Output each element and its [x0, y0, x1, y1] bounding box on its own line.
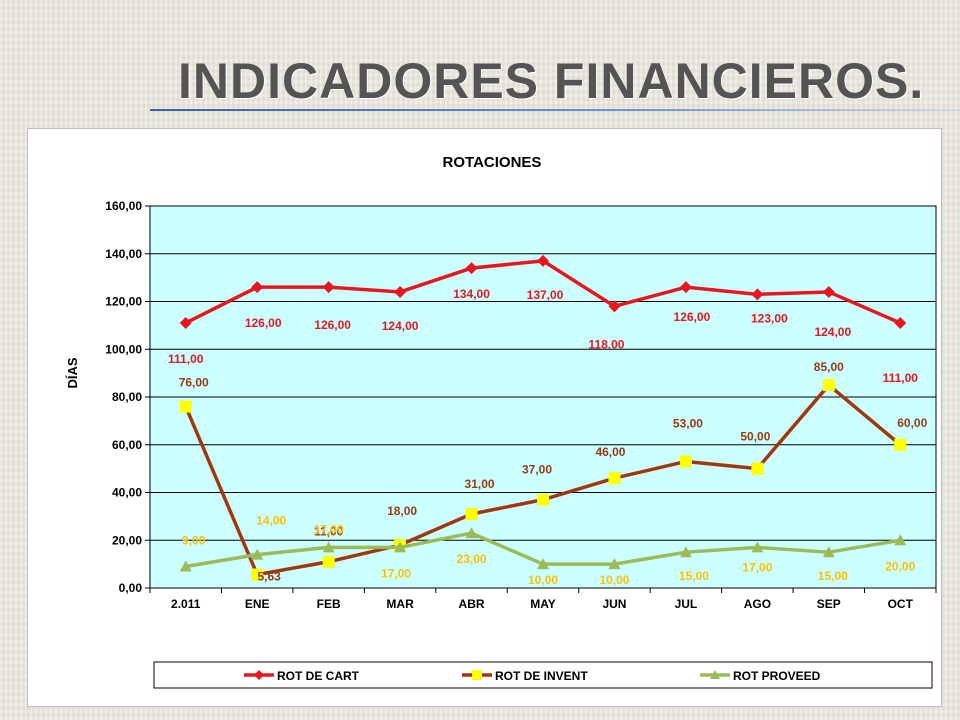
data-label: 123,00: [751, 311, 788, 325]
data-label: 85,00: [814, 360, 844, 374]
data-label: 126,00: [674, 310, 711, 324]
data-label: 126,00: [245, 316, 282, 330]
data-label: 31,00: [465, 477, 495, 491]
y-tick-label: 120,00: [105, 295, 142, 309]
data-label: 18,00: [387, 504, 417, 518]
data-label: 17,00: [314, 522, 344, 536]
data-point: [608, 472, 621, 485]
data-point: [822, 546, 835, 558]
data-point: [465, 527, 478, 539]
data-label: 5,63: [258, 570, 282, 584]
data-point: [394, 285, 407, 298]
data-label: 10,00: [528, 573, 558, 587]
x-tick-label: FEB: [317, 597, 341, 611]
data-point: [751, 288, 764, 301]
x-tick-label: ABR: [459, 597, 485, 611]
title-divider: [150, 109, 960, 111]
data-point: [322, 541, 335, 553]
data-point: [537, 254, 549, 267]
data-point: [608, 558, 621, 570]
data-point: [179, 560, 192, 572]
y-tick-label: 140,00: [105, 247, 142, 261]
y-tick-label: 60,00: [112, 438, 142, 452]
data-point: [251, 548, 264, 560]
legend-marker: [254, 670, 264, 680]
data-label: 111,00: [883, 371, 919, 385]
data-label: 23,00: [457, 552, 487, 566]
data-point: [322, 555, 335, 568]
data-label: 124,00: [814, 325, 851, 339]
data-point: [894, 534, 907, 546]
data-point: [179, 400, 192, 413]
legend-label: ROT DE CART: [277, 669, 360, 683]
legend-label: ROT PROVEED: [733, 669, 821, 683]
data-label: 60,00: [897, 416, 927, 430]
data-point: [894, 438, 907, 451]
y-tick-label: 40,00: [112, 486, 142, 500]
data-label: 118,00: [588, 337, 624, 351]
data-label: 46,00: [595, 445, 625, 459]
data-point: [537, 558, 549, 570]
x-tick-label: AGO: [744, 597, 771, 611]
data-label: 76,00: [179, 376, 209, 390]
data-label: 20,00: [885, 559, 915, 573]
legend-label: ROT DE INVENT: [495, 669, 588, 683]
data-label: 9,00: [182, 534, 206, 548]
data-point: [394, 541, 407, 553]
data-point: [679, 281, 692, 294]
legend: [153, 661, 933, 689]
y-axis-label: DÍAS: [65, 357, 80, 388]
data-label: 126,00: [314, 318, 351, 332]
data-label: 124,00: [382, 319, 419, 333]
data-point: [465, 507, 478, 520]
chart-title: ROTACIONES: [443, 154, 542, 171]
data-point: [679, 455, 692, 468]
data-label: 10,00: [599, 573, 629, 587]
data-point: [251, 568, 264, 581]
data-point: [465, 262, 478, 275]
data-point: [822, 285, 835, 298]
x-tick-label: ENE: [245, 597, 270, 611]
data-label: 111,00: [168, 352, 204, 366]
x-tick-label: MAR: [386, 597, 414, 611]
slide-title: INDICADORES FINANCIEROS.: [178, 53, 925, 109]
legend-marker: [472, 670, 482, 680]
data-point: [322, 281, 335, 294]
data-point: [751, 462, 764, 475]
y-tick-label: 100,00: [105, 342, 142, 356]
y-tick-label: 0,00: [119, 581, 143, 595]
data-point: [679, 546, 692, 558]
x-tick-label: SEP: [817, 597, 841, 611]
data-label: 137,00: [527, 288, 564, 302]
data-label: 14,00: [256, 514, 286, 528]
y-tick-label: 20,00: [112, 533, 142, 547]
data-label: 50,00: [740, 430, 770, 444]
x-tick-label: MAY: [530, 597, 556, 611]
x-tick-label: JUL: [675, 597, 698, 611]
data-label: 53,00: [673, 416, 703, 430]
y-tick-label: 80,00: [112, 390, 142, 404]
data-label: 11,00: [314, 525, 344, 539]
x-tick-label: JUN: [602, 597, 626, 611]
data-point: [608, 300, 621, 313]
x-tick-label: OCT: [888, 597, 914, 611]
data-point: [894, 316, 907, 329]
data-label: 15,00: [679, 569, 709, 583]
data-label: 17,00: [381, 566, 411, 580]
legend-marker: [710, 670, 720, 679]
data-label: 37,00: [522, 463, 552, 477]
data-label: 15,00: [818, 569, 848, 583]
y-tick-label: 160,00: [105, 199, 142, 213]
data-point: [179, 316, 192, 329]
data-label: 17,00: [742, 560, 772, 574]
data-point: [537, 493, 549, 506]
data-point: [822, 379, 835, 392]
data-point: [251, 281, 264, 294]
x-tick-label: 2.011: [171, 597, 201, 611]
data-point: [751, 541, 764, 553]
data-label: 134,00: [453, 287, 490, 301]
